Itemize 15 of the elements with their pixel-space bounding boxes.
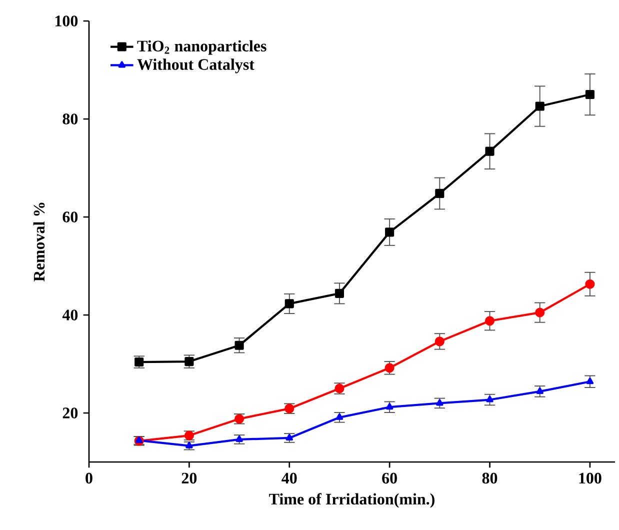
legend-label: Without Catalyst xyxy=(137,58,254,74)
legend-label: TiO$_{2}$ nanoparticles xyxy=(137,40,266,55)
y-tick-label: 100 xyxy=(55,16,78,26)
x-axis-title: Time of Irridation(min.) xyxy=(269,493,434,508)
x-tick-label: 100 xyxy=(579,472,602,484)
x-tick-label: 60 xyxy=(382,472,397,484)
x-tick-label: 80 xyxy=(482,472,498,484)
x-tick-label: 0 xyxy=(86,472,92,484)
x-tick-label: 20 xyxy=(182,472,197,484)
y-axis-title: Removal % xyxy=(33,202,45,282)
y-tick-label: 20 xyxy=(62,408,78,418)
y-tick-label: 60 xyxy=(62,212,78,222)
x-tick-label: 40 xyxy=(282,472,297,484)
y-tick-label: 80 xyxy=(62,114,78,124)
y-tick-label: 40 xyxy=(62,310,78,320)
